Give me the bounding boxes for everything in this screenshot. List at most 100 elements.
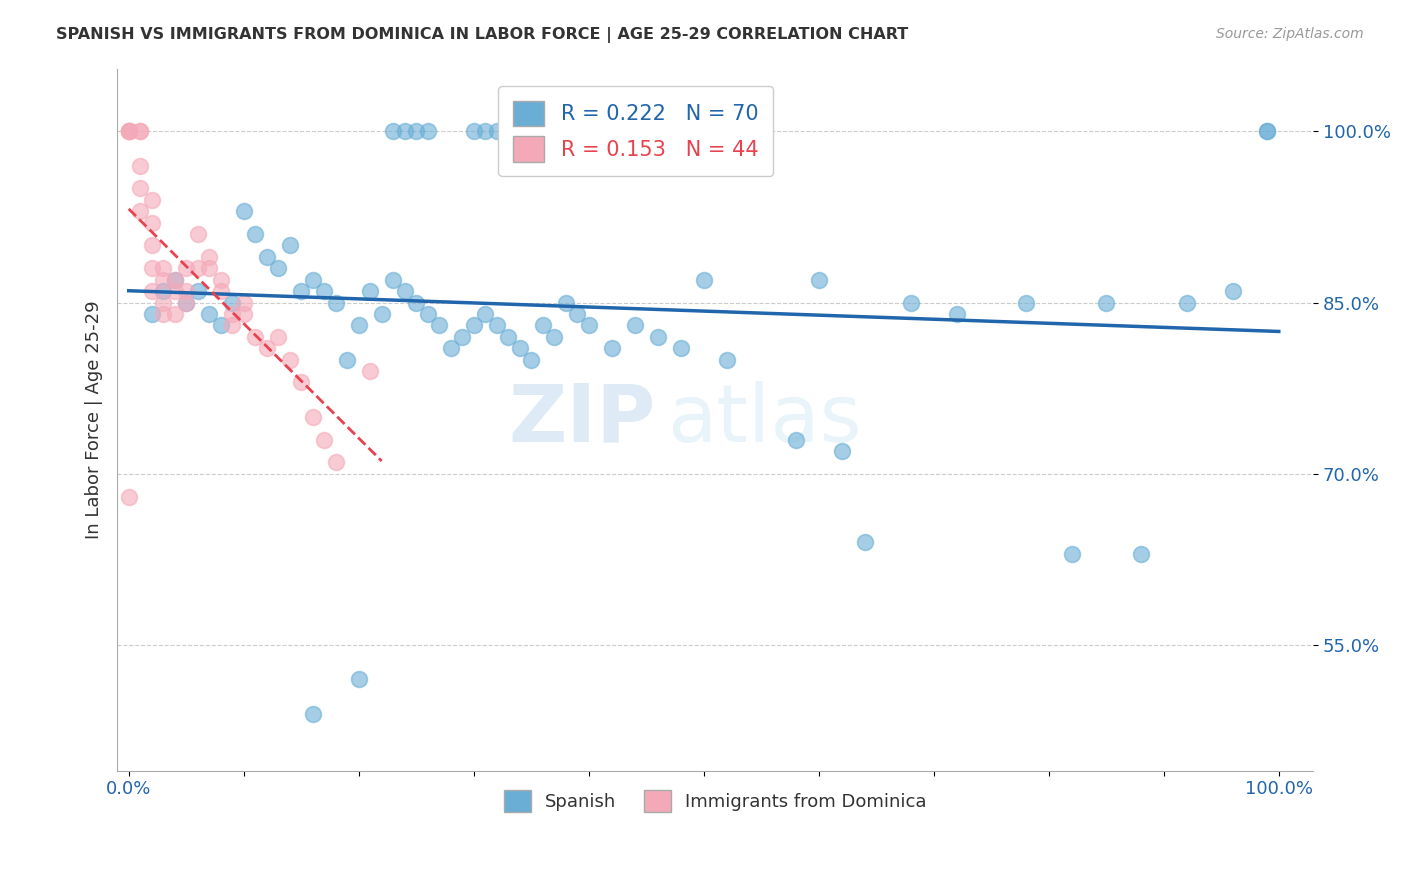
Point — [256, 250, 278, 264]
Point — [187, 284, 209, 298]
Point — [152, 307, 174, 321]
Point — [485, 318, 508, 333]
Point — [209, 318, 232, 333]
Text: Source: ZipAtlas.com: Source: ZipAtlas.com — [1216, 27, 1364, 41]
Point — [141, 284, 163, 298]
Point — [567, 307, 589, 321]
Point — [278, 238, 301, 252]
Point — [118, 124, 141, 138]
Point — [221, 318, 243, 333]
Point — [290, 376, 312, 390]
Point — [1256, 124, 1278, 138]
Point — [1175, 295, 1198, 310]
Point — [394, 124, 416, 138]
Point — [693, 124, 716, 138]
Point — [245, 227, 267, 241]
Point — [129, 204, 152, 219]
Point — [427, 318, 450, 333]
Point — [163, 307, 186, 321]
Point — [174, 284, 197, 298]
Point — [336, 352, 359, 367]
Point — [118, 124, 141, 138]
Point — [1095, 295, 1118, 310]
Point — [451, 330, 474, 344]
Point — [359, 364, 381, 378]
Point — [853, 535, 876, 549]
Point — [129, 124, 152, 138]
Point — [256, 341, 278, 355]
Point — [152, 273, 174, 287]
Point — [174, 295, 197, 310]
Point — [474, 307, 496, 321]
Point — [141, 193, 163, 207]
Point — [267, 330, 290, 344]
Point — [623, 318, 645, 333]
Point — [141, 216, 163, 230]
Point — [543, 330, 565, 344]
Point — [600, 341, 623, 355]
Point — [245, 330, 267, 344]
Point — [496, 124, 519, 138]
Point — [416, 124, 439, 138]
Legend: Spanish, Immigrants from Dominica: Spanish, Immigrants from Dominica — [491, 778, 939, 825]
Point — [129, 124, 152, 138]
Point — [314, 284, 336, 298]
Point — [174, 261, 197, 276]
Point — [474, 124, 496, 138]
Point — [382, 124, 405, 138]
Point — [209, 284, 232, 298]
Point — [163, 273, 186, 287]
Point — [221, 307, 243, 321]
Point — [578, 318, 600, 333]
Point — [198, 250, 221, 264]
Point — [221, 295, 243, 310]
Point — [370, 307, 392, 321]
Point — [900, 295, 922, 310]
Point — [301, 409, 323, 424]
Point — [509, 341, 531, 355]
Point — [118, 124, 141, 138]
Point — [163, 284, 186, 298]
Point — [152, 284, 174, 298]
Point — [198, 261, 221, 276]
Point — [416, 307, 439, 321]
Point — [141, 238, 163, 252]
Point — [118, 490, 141, 504]
Point — [152, 295, 174, 310]
Point — [1256, 124, 1278, 138]
Point — [129, 159, 152, 173]
Point — [347, 318, 370, 333]
Point — [531, 318, 554, 333]
Point — [187, 261, 209, 276]
Point — [945, 307, 967, 321]
Point — [232, 307, 254, 321]
Point — [209, 273, 232, 287]
Point — [405, 124, 427, 138]
Point — [314, 433, 336, 447]
Text: SPANISH VS IMMIGRANTS FROM DOMINICA IN LABOR FORCE | AGE 25-29 CORRELATION CHART: SPANISH VS IMMIGRANTS FROM DOMINICA IN L… — [56, 27, 908, 43]
Point — [174, 295, 197, 310]
Point — [347, 673, 370, 687]
Point — [232, 295, 254, 310]
Point — [290, 284, 312, 298]
Point — [1060, 547, 1083, 561]
Point — [1222, 284, 1244, 298]
Point — [141, 261, 163, 276]
Point — [301, 273, 323, 287]
Point — [382, 273, 405, 287]
Point — [785, 433, 807, 447]
Point — [359, 284, 381, 298]
Point — [554, 295, 576, 310]
Point — [693, 273, 716, 287]
Point — [647, 330, 669, 344]
Point — [129, 181, 152, 195]
Point — [267, 261, 290, 276]
Y-axis label: In Labor Force | Age 25-29: In Labor Force | Age 25-29 — [86, 301, 103, 539]
Point — [187, 227, 209, 241]
Point — [141, 307, 163, 321]
Text: atlas: atlas — [668, 381, 862, 458]
Point — [463, 124, 485, 138]
Point — [152, 261, 174, 276]
Point — [405, 295, 427, 310]
Point — [669, 341, 692, 355]
